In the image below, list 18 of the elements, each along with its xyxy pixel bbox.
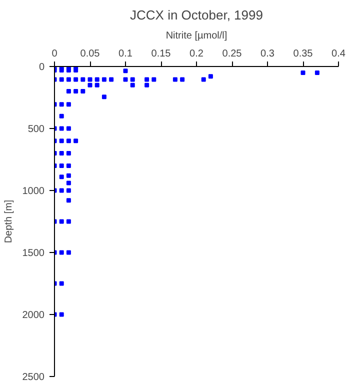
- x-tick-label: 0.25: [222, 48, 242, 60]
- x-tick-label: 0.3: [260, 48, 275, 60]
- x-axis-title: Nitrite [µmol/l]: [166, 30, 228, 42]
- chart-title: JCCX in October, 1999: [130, 8, 263, 22]
- x-tick-label: 0.4: [332, 48, 346, 60]
- y-tick-label: 1500: [22, 248, 45, 259]
- x-tick-label: 0.2: [190, 48, 204, 60]
- y-tick-label: 500: [28, 124, 45, 135]
- x-tick-label: 0.05: [80, 48, 100, 60]
- y-axis-title: Depth [m]: [3, 200, 14, 244]
- y-tick-label: 2000: [22, 310, 45, 321]
- y-tick-label: 2500: [22, 372, 45, 383]
- x-tick-label: 0.35: [293, 48, 314, 60]
- y-tick-label: 0: [38, 62, 45, 73]
- x-tick-label: 0: [52, 48, 58, 60]
- y-tick-label: 1000: [22, 186, 45, 197]
- x-tick-label: 0.1: [118, 48, 133, 60]
- x-tick-label: 0.15: [151, 48, 172, 60]
